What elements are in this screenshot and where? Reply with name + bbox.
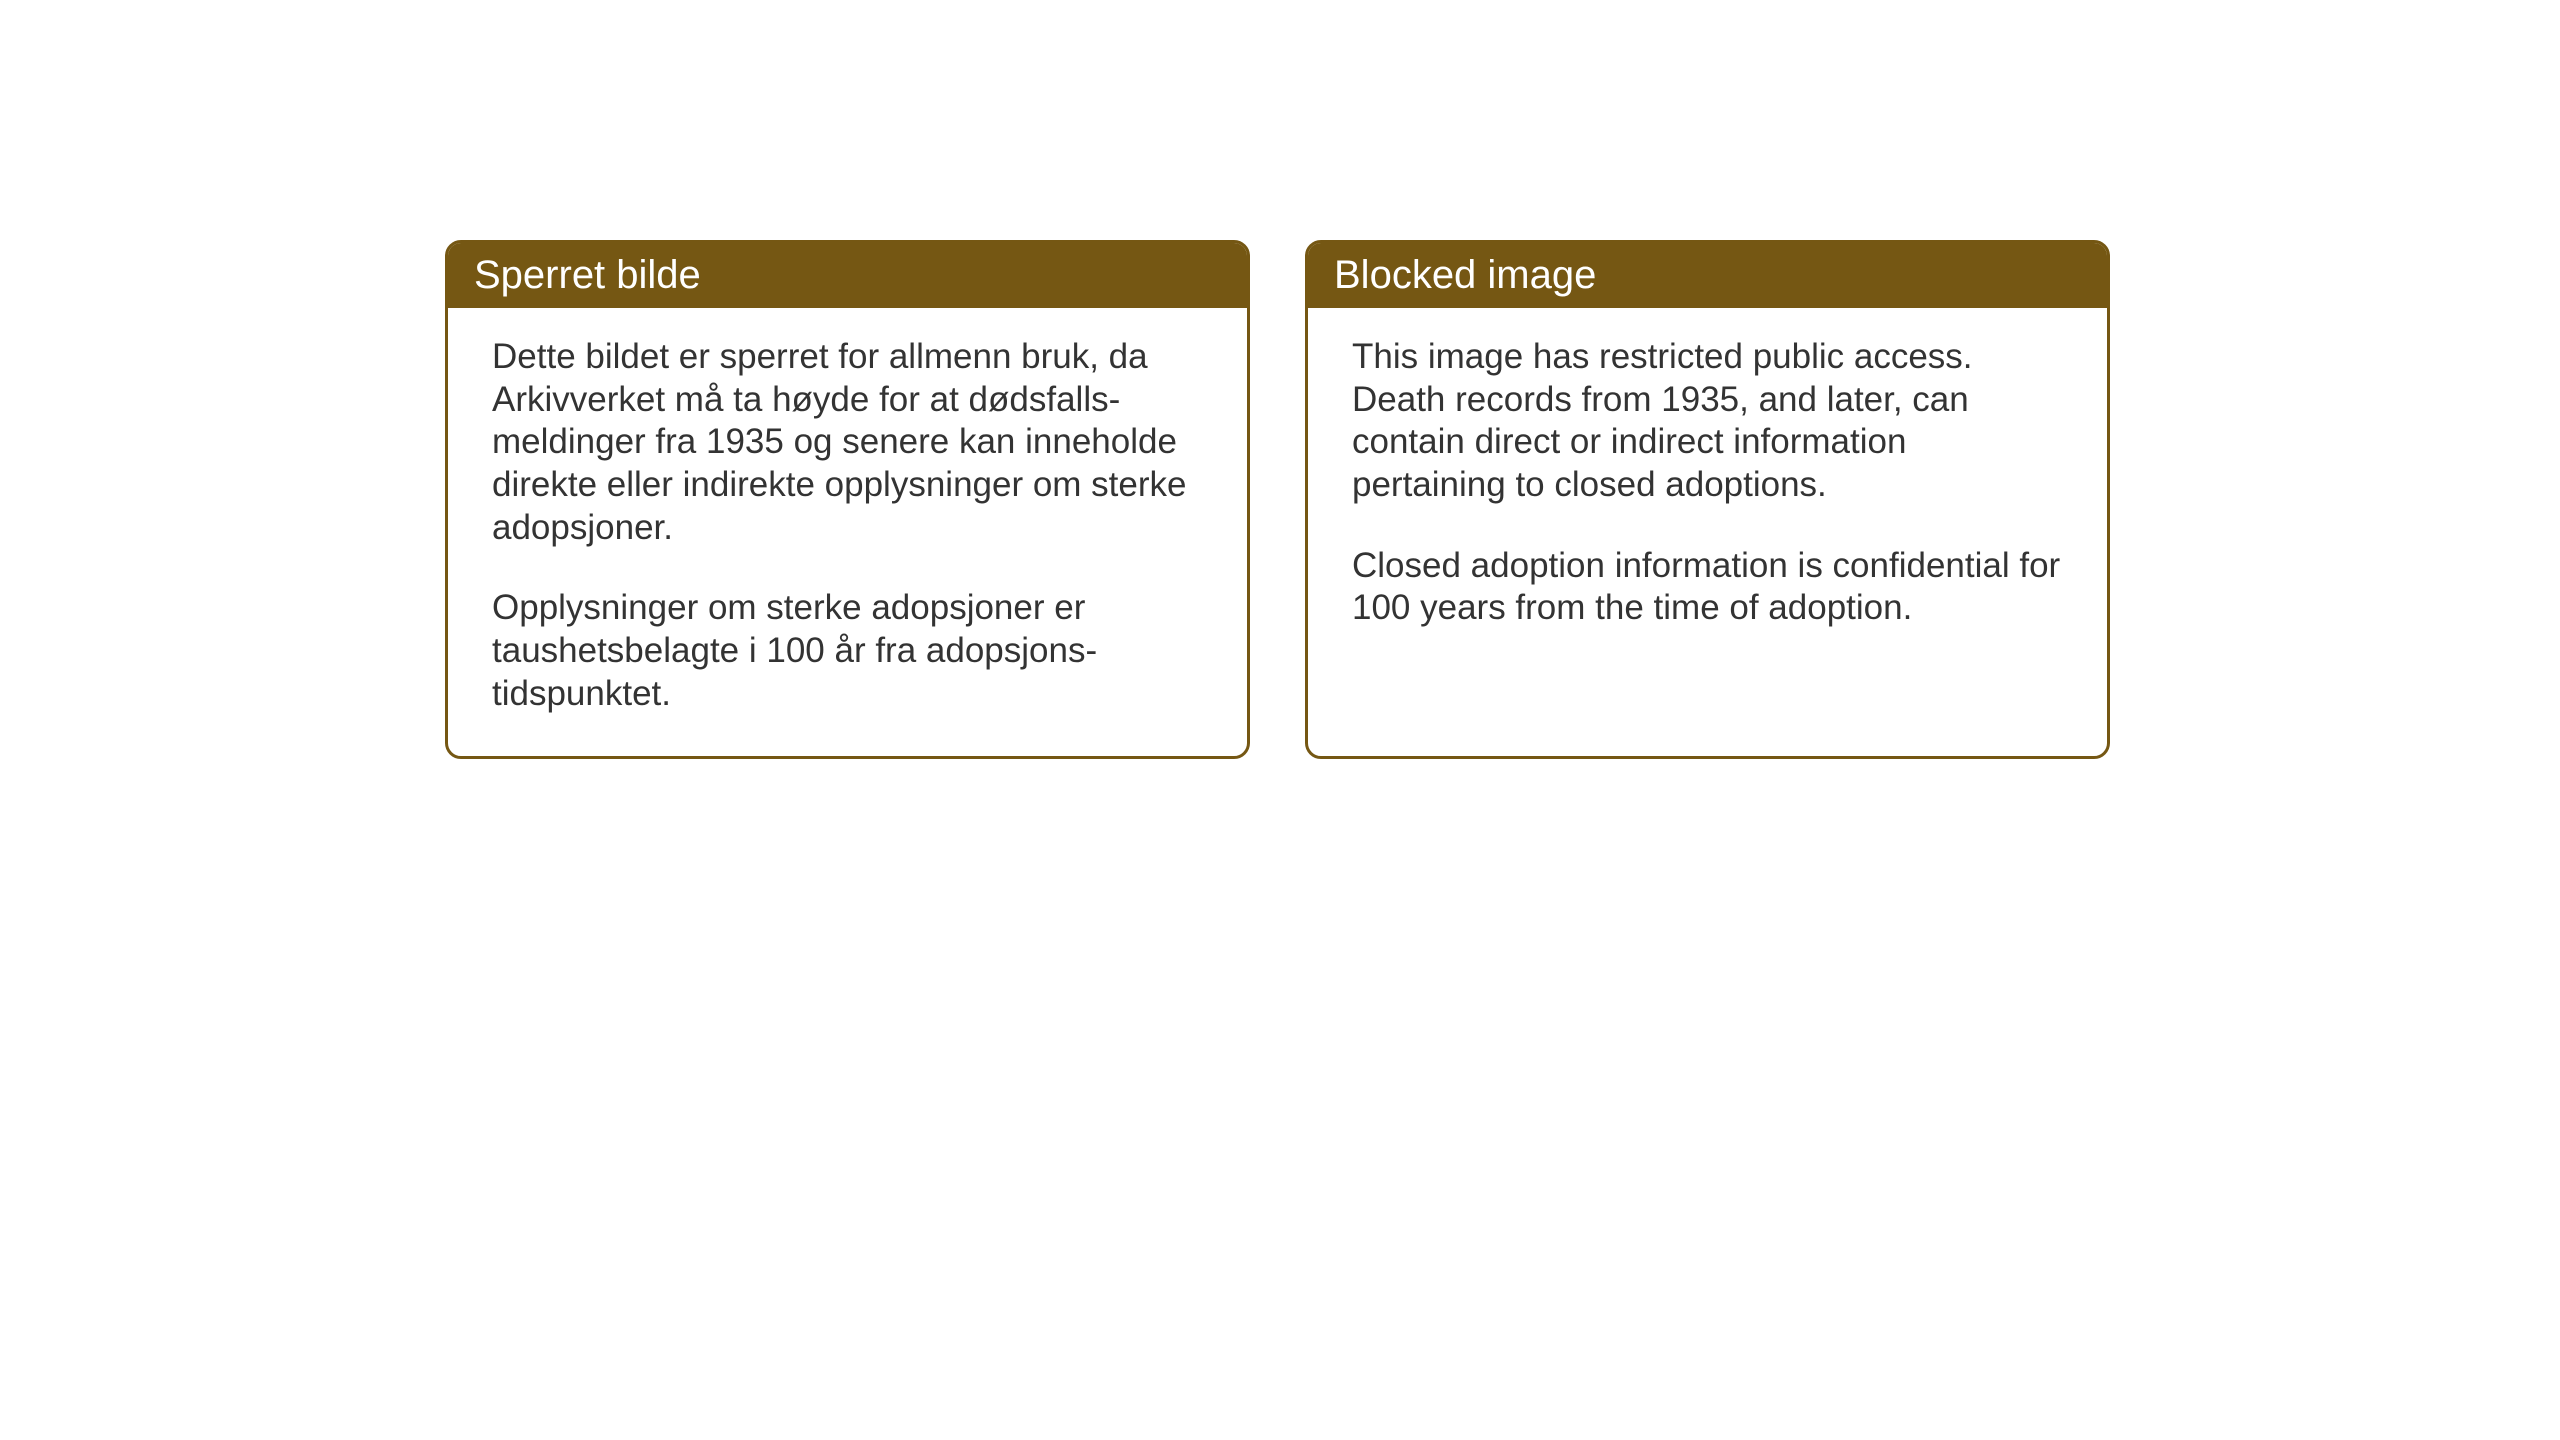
notice-header-english: Blocked image: [1308, 243, 2107, 308]
notice-paragraph-1-english: This image has restricted public access.…: [1352, 336, 2063, 507]
notice-paragraph-1-norwegian: Dette bildet er sperret for allmenn bruk…: [492, 336, 1203, 549]
notice-title-english: Blocked image: [1334, 253, 1596, 297]
notice-body-norwegian: Dette bildet er sperret for allmenn bruk…: [448, 308, 1247, 756]
notice-card-norwegian: Sperret bilde Dette bildet er sperret fo…: [445, 240, 1250, 759]
notice-paragraph-2-english: Closed adoption information is confident…: [1352, 545, 2063, 630]
notice-header-norwegian: Sperret bilde: [448, 243, 1247, 308]
notice-paragraph-2-norwegian: Opplysninger om sterke adopsjoner er tau…: [492, 587, 1203, 715]
notice-title-norwegian: Sperret bilde: [474, 253, 701, 297]
notice-card-english: Blocked image This image has restricted …: [1305, 240, 2110, 759]
notice-container: Sperret bilde Dette bildet er sperret fo…: [445, 240, 2110, 759]
notice-body-english: This image has restricted public access.…: [1308, 308, 2107, 670]
